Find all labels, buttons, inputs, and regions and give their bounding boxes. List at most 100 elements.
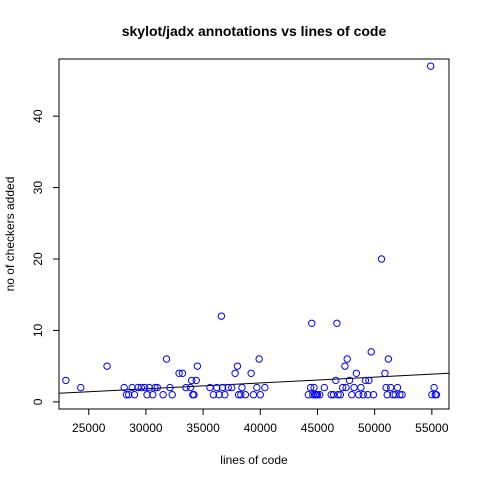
data-point: [182, 383, 190, 392]
data-point: [215, 391, 223, 399]
data-point: [221, 391, 229, 399]
data-point: [213, 383, 221, 392]
data-point: [192, 376, 200, 385]
data-point: [333, 319, 341, 327]
data-point: [320, 383, 329, 392]
y-axis: 0 10 20 30 40: [31, 109, 60, 405]
data-point: [190, 391, 198, 399]
data-point: [224, 383, 232, 392]
data-point: [383, 391, 391, 399]
x-axis: 25000 30000 35000 40000 45000 50000 55000: [72, 408, 449, 435]
data-point: [365, 376, 373, 385]
data-point: [227, 383, 236, 392]
x-axis-label: lines of code: [220, 453, 288, 467]
data-point: [141, 383, 149, 392]
x-tick-label: 30000: [129, 421, 163, 435]
data-point: [308, 319, 316, 327]
data-point: [428, 391, 436, 399]
data-point: [381, 369, 389, 377]
data-point: [209, 391, 218, 399]
data-point: [377, 255, 386, 263]
y-tick-label: 10: [31, 323, 45, 337]
data-point: [384, 355, 393, 363]
data-point: [261, 383, 269, 392]
y-tick-label: 30: [31, 181, 45, 195]
x-tick-label: 40000: [244, 421, 278, 435]
x-tick-label: 35000: [186, 421, 220, 435]
data-point: [122, 391, 131, 399]
data-point: [241, 391, 250, 399]
x-tick-label: 45000: [301, 421, 335, 435]
data-point: [398, 391, 406, 399]
data-point: [125, 391, 133, 399]
data-point: [354, 391, 363, 399]
data-point: [316, 391, 324, 399]
data-point: [393, 383, 402, 392]
data-point: [342, 383, 350, 392]
data-point: [332, 376, 340, 385]
chart-title: skylot/jadx annotations vs lines of code: [122, 23, 387, 39]
data-point: [237, 391, 245, 399]
data-point: [128, 383, 136, 392]
data-point: [382, 383, 390, 392]
data-point: [432, 391, 441, 399]
data-points: [62, 62, 441, 399]
data-point: [145, 383, 154, 392]
data-point: [350, 383, 358, 392]
data-point: [345, 376, 354, 385]
data-point: [253, 383, 261, 392]
data-point: [193, 362, 202, 370]
y-tick-label: 40: [31, 109, 45, 123]
data-point: [367, 348, 375, 356]
data-point: [159, 391, 167, 399]
data-point: [338, 383, 347, 392]
data-point: [336, 391, 345, 399]
data-point: [218, 383, 227, 392]
y-tick-label: 0: [31, 398, 45, 405]
data-point: [357, 383, 365, 392]
data-point: [359, 391, 367, 399]
data-point: [247, 369, 255, 377]
data-point: [352, 369, 361, 377]
data-point: [130, 391, 139, 399]
data-point: [343, 355, 351, 363]
data-point: [313, 391, 322, 399]
data-point: [62, 376, 70, 385]
data-point: [143, 391, 151, 399]
data-point: [364, 391, 372, 399]
y-tick-label: 20: [31, 252, 45, 266]
data-point: [233, 362, 242, 370]
x-tick-label: 50000: [358, 421, 392, 435]
data-point: [396, 391, 404, 399]
data-point: [231, 369, 239, 377]
data-point: [77, 383, 85, 392]
data-point: [361, 376, 370, 385]
data-point: [249, 391, 258, 399]
data-point: [334, 391, 342, 399]
data-point: [175, 369, 183, 377]
data-point: [256, 391, 264, 399]
data-point: [310, 383, 318, 392]
data-point: [238, 383, 246, 392]
data-point: [430, 383, 438, 392]
data-point: [178, 369, 187, 377]
x-tick-label: 25000: [72, 421, 106, 435]
data-point: [137, 383, 146, 392]
data-point: [217, 312, 226, 320]
data-point: [103, 362, 111, 370]
data-point: [120, 383, 128, 392]
data-point: [168, 391, 176, 399]
data-point: [151, 383, 159, 392]
data-point: [153, 383, 162, 392]
data-point: [348, 391, 356, 399]
data-point: [427, 62, 435, 70]
x-tick-label: 55000: [415, 421, 449, 435]
data-point: [386, 383, 395, 392]
data-point: [369, 391, 378, 399]
y-axis-label: no of checkers added: [3, 177, 17, 292]
data-point: [166, 383, 174, 392]
data-point: [341, 362, 349, 370]
data-point: [149, 391, 157, 399]
